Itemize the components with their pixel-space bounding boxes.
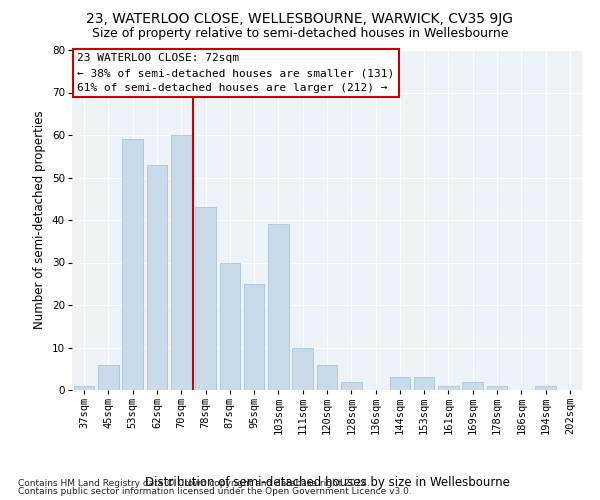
Bar [438,386,459,390]
Bar [292,348,313,390]
Bar [98,364,119,390]
X-axis label: Distribution of semi-detached houses by size in Wellesbourne: Distribution of semi-detached houses by … [145,476,509,489]
Bar [171,135,191,390]
Bar [244,284,265,390]
Text: Size of property relative to semi-detached houses in Wellesbourne: Size of property relative to semi-detach… [92,28,508,40]
Bar [122,139,143,390]
Bar [317,364,337,390]
Bar [195,207,216,390]
Bar [74,386,94,390]
Text: Contains HM Land Registry data © Crown copyright and database right 2024.: Contains HM Land Registry data © Crown c… [18,478,370,488]
Text: Contains public sector information licensed under the Open Government Licence v3: Contains public sector information licen… [18,487,412,496]
Text: 23 WATERLOO CLOSE: 72sqm
← 38% of semi-detached houses are smaller (131)
61% of : 23 WATERLOO CLOSE: 72sqm ← 38% of semi-d… [77,54,394,93]
Y-axis label: Number of semi-detached properties: Number of semi-detached properties [34,110,46,330]
Bar [146,165,167,390]
Bar [463,382,483,390]
Bar [389,377,410,390]
Bar [535,386,556,390]
Text: 23, WATERLOO CLOSE, WELLESBOURNE, WARWICK, CV35 9JG: 23, WATERLOO CLOSE, WELLESBOURNE, WARWIC… [86,12,514,26]
Bar [341,382,362,390]
Bar [268,224,289,390]
Bar [487,386,508,390]
Bar [414,377,434,390]
Bar [220,262,240,390]
